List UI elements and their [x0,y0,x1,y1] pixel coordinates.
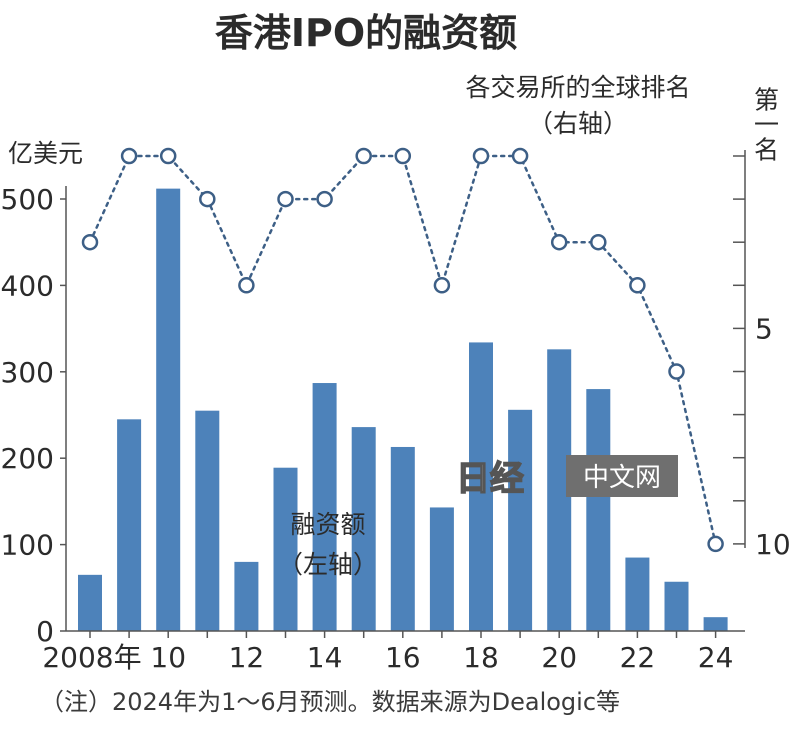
bar-2010 [156,188,181,631]
right-axis: 第一名 5 10 [733,87,791,561]
bar-series-sublabel: （左轴） [278,550,378,579]
chart-title: 香港IPO的融资额 [215,11,517,55]
bar-series [78,188,728,631]
right-tick-label-5: 5 [755,312,773,345]
x-tick-label-2012: 12 [229,641,265,674]
rank-point-2011 [199,190,216,208]
bar-2023 [664,581,689,631]
rank-point-2018 [472,147,490,165]
bar-2021 [586,389,611,631]
x-tick-label-2020: 20 [541,641,577,674]
rank-point-2012 [238,277,255,294]
right-tick-label-10: 10 [755,528,791,561]
watermark-text: 中文网 [583,463,661,493]
bar-2008 [78,574,102,631]
bar-2016 [390,446,415,631]
left-tick-label-300: 300 [1,356,54,389]
bar-2022 [625,557,650,631]
bar-2018 [469,342,493,631]
rank-point-2013 [277,190,294,208]
x-tick-label-2008: 2008年 [42,641,141,674]
x-tick-label-2024: 24 [698,641,734,674]
right-axis-sublabel: （右轴） [528,109,628,138]
rank-point-2016 [394,147,412,165]
rank-line-path [88,154,717,546]
rank-point-2010 [159,147,177,165]
left-tick-label-0: 0 [36,615,54,648]
watermark-logo: 日经 [456,459,524,499]
chart-note: （注）2024年为1～6月预测。数据来源为Dealogic等 [40,688,620,716]
left-tick-label-100: 100 [1,529,54,562]
left-axis-unit: 亿美元 [8,139,83,168]
rank-point-2020 [550,233,568,251]
bar-2009 [117,419,142,631]
left-axis: 0 100 200 300 400 500 [1,183,67,648]
rank-point-2015 [355,147,372,165]
x-tick-label-2018: 18 [463,641,499,674]
bar-2013 [273,467,298,631]
bar-2012 [234,561,259,631]
watermark-box [566,455,678,497]
bar-2019 [508,409,533,631]
rank-series [81,147,724,553]
bar-series-label: 融资额 [290,510,365,539]
rank-point-2023 [668,363,685,380]
bar-2011 [195,410,220,631]
bar-2015 [351,427,376,631]
left-tick-label-200: 200 [1,442,54,475]
rank-point-2009 [120,147,138,165]
rank-point-2021 [590,233,607,251]
left-tick-label-500: 500 [1,183,54,216]
x-tick-label-2014: 14 [307,641,343,674]
left-tick-label-400: 400 [1,269,54,302]
bar-2017 [429,507,454,631]
rank-point-2017 [433,277,451,294]
rank-point-2022 [629,277,646,294]
rank-point-2019 [511,147,529,165]
x-tick-label-2022: 22 [620,641,656,674]
x-axis: 2008年 10 12 14 16 18 20 22 24 [42,630,745,674]
x-tick-label-2016: 16 [385,641,421,674]
bar-2024 [703,617,728,631]
watermark: 日经 中文网 [455,455,678,500]
rank-point-2024 [707,535,724,553]
rank-point-2014 [316,190,333,208]
right-tick-label-1: 第一名 [751,87,780,162]
right-axis-label: 各交易所的全球排名 [465,73,690,102]
x-tick-label-2010: 10 [150,641,186,674]
bar-2014 [312,383,337,631]
rank-point-2008 [81,233,99,251]
